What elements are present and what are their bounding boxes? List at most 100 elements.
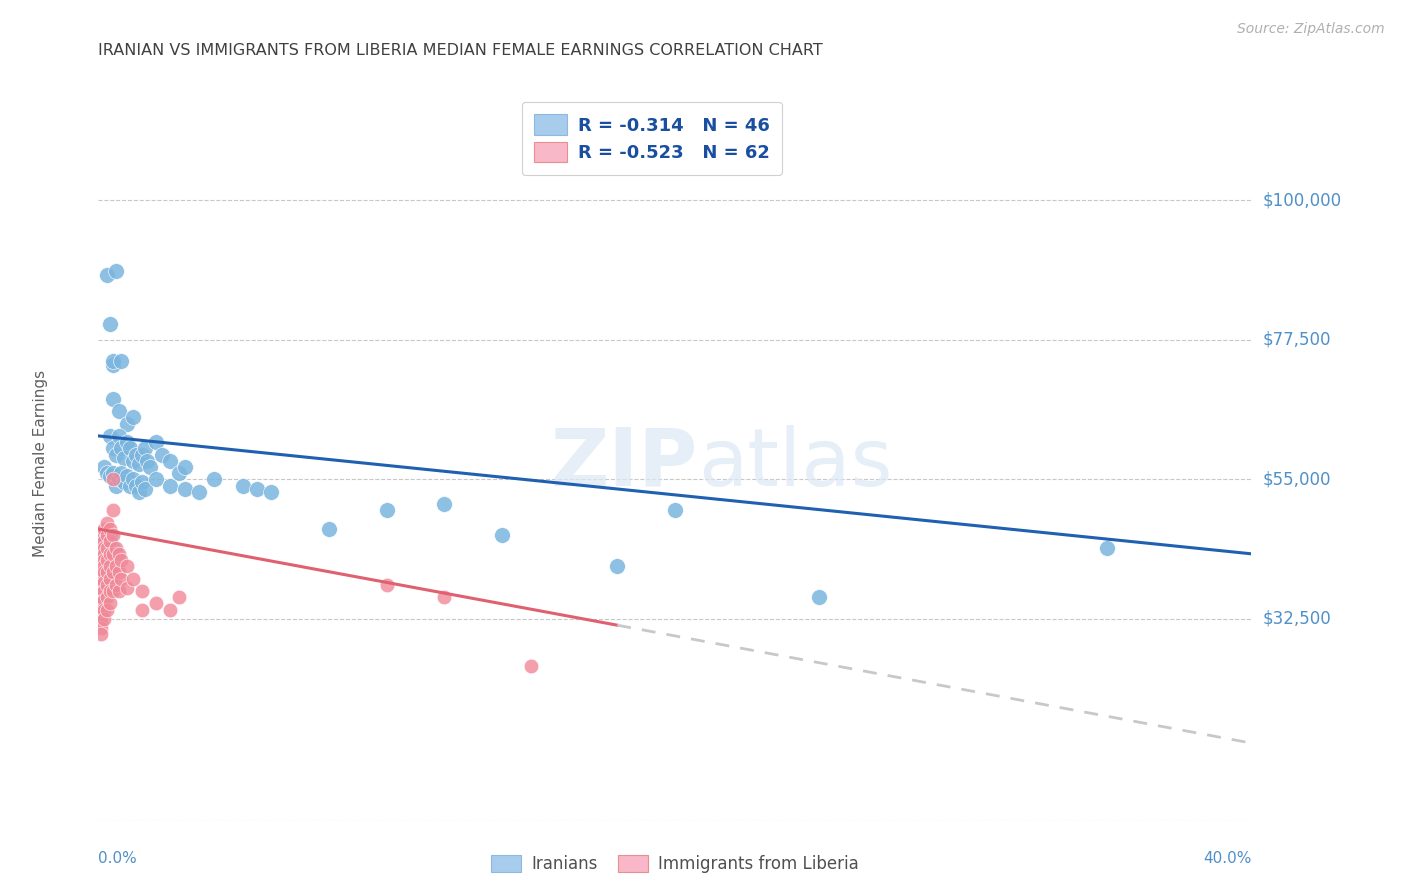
Point xyxy=(96,268,118,282)
Point xyxy=(96,566,118,580)
Point xyxy=(93,602,115,616)
Point xyxy=(107,547,129,561)
Point xyxy=(101,354,124,368)
Point xyxy=(491,528,513,542)
Point xyxy=(145,597,167,611)
Point xyxy=(807,591,830,605)
Point xyxy=(110,553,132,567)
Point xyxy=(93,584,115,599)
Text: $100,000: $100,000 xyxy=(1263,191,1341,209)
Point xyxy=(104,541,127,555)
Point xyxy=(93,547,115,561)
Point xyxy=(93,566,115,580)
Point xyxy=(150,448,173,462)
Point xyxy=(93,612,115,626)
Point xyxy=(120,478,142,492)
Point xyxy=(98,547,121,561)
Point xyxy=(101,472,124,486)
Point xyxy=(104,448,127,462)
Point xyxy=(101,503,124,517)
Point xyxy=(110,466,132,480)
Point xyxy=(98,584,121,599)
Point xyxy=(134,442,156,456)
Point xyxy=(231,478,254,492)
Point xyxy=(104,578,127,592)
Point xyxy=(93,593,115,607)
Point xyxy=(101,547,124,561)
Text: 40.0%: 40.0% xyxy=(1204,851,1251,866)
Point xyxy=(96,541,118,555)
Text: Source: ZipAtlas.com: Source: ZipAtlas.com xyxy=(1237,22,1385,37)
Point xyxy=(120,442,142,456)
Point xyxy=(98,572,121,586)
Point xyxy=(90,572,112,586)
Point xyxy=(93,534,115,549)
Point xyxy=(117,581,138,595)
Point xyxy=(98,597,121,611)
Point xyxy=(159,478,181,492)
Point xyxy=(104,264,127,278)
Point xyxy=(104,559,127,574)
Point xyxy=(246,482,269,496)
Text: Median Female Earnings: Median Female Earnings xyxy=(32,370,48,558)
Point xyxy=(101,358,124,372)
Point xyxy=(93,559,115,574)
Point xyxy=(98,534,121,549)
Legend: Iranians, Immigrants from Liberia: Iranians, Immigrants from Liberia xyxy=(485,848,865,880)
Point xyxy=(131,475,153,490)
Point xyxy=(90,621,112,635)
Point xyxy=(107,584,129,599)
Text: IRANIAN VS IMMIGRANTS FROM LIBERIA MEDIAN FEMALE EARNINGS CORRELATION CHART: IRANIAN VS IMMIGRANTS FROM LIBERIA MEDIA… xyxy=(98,43,823,58)
Text: atlas: atlas xyxy=(697,425,893,503)
Point xyxy=(117,417,138,431)
Point xyxy=(98,522,121,536)
Point xyxy=(122,572,145,586)
Text: $32,500: $32,500 xyxy=(1263,610,1331,628)
Point xyxy=(101,392,124,406)
Point xyxy=(96,528,118,542)
Point xyxy=(433,497,456,511)
Point xyxy=(188,484,211,499)
Point xyxy=(136,454,159,468)
Point xyxy=(96,578,118,592)
Point xyxy=(90,541,112,555)
Text: $55,000: $55,000 xyxy=(1263,470,1331,488)
Point xyxy=(131,448,153,462)
Point xyxy=(117,559,138,574)
Point xyxy=(90,608,112,623)
Point xyxy=(96,466,118,480)
Point xyxy=(90,597,112,611)
Point xyxy=(375,578,398,592)
Point xyxy=(90,615,112,629)
Point xyxy=(96,553,118,567)
Point xyxy=(375,503,398,517)
Point xyxy=(98,469,121,483)
Point xyxy=(98,429,121,443)
Point xyxy=(174,482,197,496)
Point xyxy=(159,602,181,616)
Point xyxy=(131,602,153,616)
Point xyxy=(90,566,112,580)
Point xyxy=(104,547,127,561)
Point xyxy=(128,457,150,471)
Point xyxy=(101,442,124,456)
Point xyxy=(125,478,148,492)
Point xyxy=(145,472,167,486)
Point xyxy=(90,547,112,561)
Point xyxy=(134,482,156,496)
Point xyxy=(93,574,115,589)
Point xyxy=(90,578,112,592)
Point xyxy=(122,472,145,486)
Point xyxy=(93,522,115,536)
Point xyxy=(96,541,118,555)
Text: ZIP: ZIP xyxy=(551,425,697,503)
Point xyxy=(112,475,135,490)
Point xyxy=(318,522,340,536)
Point xyxy=(174,459,197,474)
Point xyxy=(664,503,686,517)
Point xyxy=(93,534,115,549)
Point xyxy=(90,627,112,641)
Point xyxy=(167,591,190,605)
Point xyxy=(122,410,145,425)
Text: $77,500: $77,500 xyxy=(1263,331,1331,349)
